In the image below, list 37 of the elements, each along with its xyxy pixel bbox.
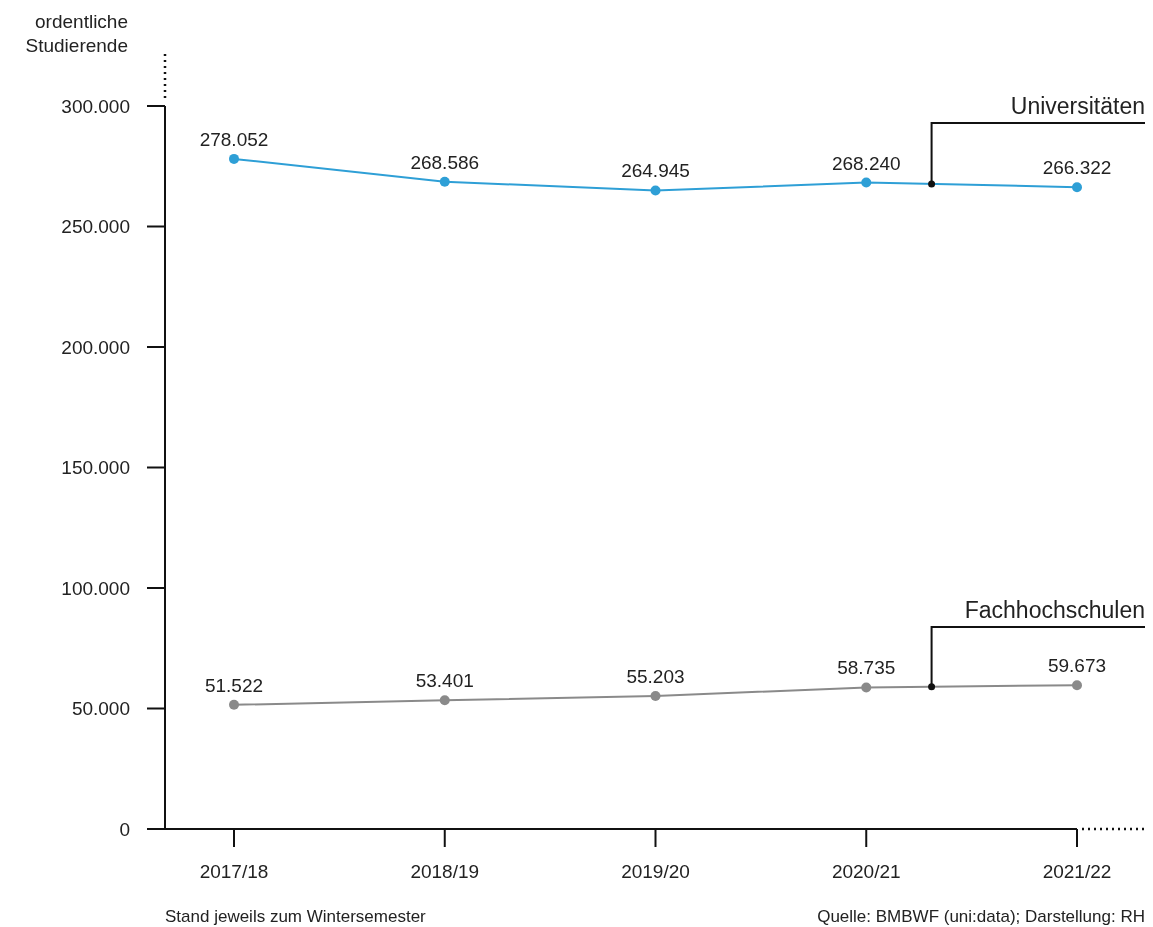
y-tick-label: 50.000	[71, 698, 130, 720]
point	[650, 185, 661, 196]
data-label: 55.203	[626, 665, 685, 687]
source-note: Quelle: BMBWF (uni:data); Darstellung: RH	[817, 907, 1145, 926]
y-tick-label: 0	[119, 818, 130, 840]
data-label: 268.240	[831, 152, 901, 174]
point	[229, 699, 239, 710]
text: Stand jeweils zum Wintersemester	[165, 907, 427, 926]
x-tick-label: 2020/21	[831, 861, 901, 882]
text: Fachhochschulen	[964, 597, 1145, 623]
data-label: 58.735	[837, 657, 896, 679]
point	[1072, 182, 1082, 193]
x-tick-label: 2017/18	[199, 861, 269, 882]
x-tick-label: 2018/19	[410, 861, 480, 882]
point	[439, 176, 450, 187]
y-tick-label: 150.000	[61, 457, 130, 479]
x-tick-label: 2019/20	[621, 861, 690, 882]
y-tick-label: 250.000	[61, 216, 130, 238]
data-label: 53.401	[415, 670, 474, 692]
y-tick-label: 200.000	[61, 336, 130, 358]
y-axis-title: ordentliche Studierende	[25, 11, 128, 56]
data-label: 264.945	[621, 160, 690, 182]
text: Universitäten	[1010, 93, 1145, 119]
point	[861, 682, 872, 693]
data-label: 268.586	[410, 151, 480, 173]
data-label: 266.322	[1042, 157, 1112, 179]
point	[650, 690, 661, 701]
y-tick-label: 300.000	[61, 95, 130, 117]
x-tick-label: 2021/22	[1042, 861, 1112, 882]
y-tick-label: 100.000	[61, 577, 130, 599]
point	[229, 153, 239, 164]
point	[1072, 680, 1082, 691]
point	[439, 695, 450, 706]
data-label: 278.052	[199, 128, 269, 150]
point	[861, 177, 872, 188]
data-label: 59.673	[1047, 655, 1107, 677]
data-label: 51.522	[204, 674, 264, 696]
